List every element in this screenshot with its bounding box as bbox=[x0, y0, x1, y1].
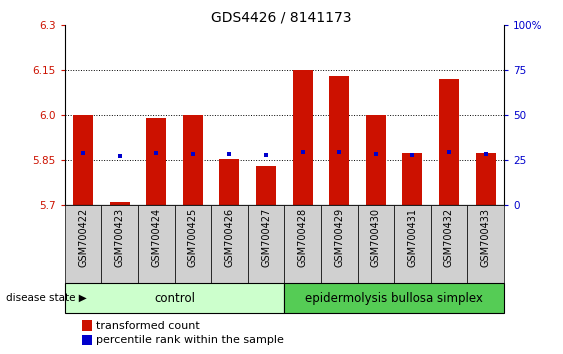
Text: GSM700427: GSM700427 bbox=[261, 208, 271, 267]
Bar bbox=[284, 205, 321, 283]
Text: GSM700426: GSM700426 bbox=[225, 208, 234, 267]
Bar bbox=[394, 205, 431, 283]
Bar bbox=[321, 205, 358, 283]
Text: GSM700429: GSM700429 bbox=[334, 208, 344, 267]
Bar bbox=[138, 205, 175, 283]
Bar bbox=[211, 205, 248, 283]
Text: transformed count: transformed count bbox=[96, 321, 199, 331]
Bar bbox=[110, 202, 129, 205]
Bar bbox=[248, 205, 284, 283]
Bar bbox=[431, 205, 467, 283]
Bar bbox=[65, 283, 284, 313]
Bar bbox=[366, 115, 386, 205]
Text: epidermolysis bullosa simplex: epidermolysis bullosa simplex bbox=[305, 292, 483, 305]
Text: GSM700430: GSM700430 bbox=[371, 208, 381, 267]
Text: control: control bbox=[154, 292, 195, 305]
Text: GDS4426 / 8141173: GDS4426 / 8141173 bbox=[211, 11, 352, 25]
Text: GSM700422: GSM700422 bbox=[78, 208, 88, 267]
Bar bbox=[101, 205, 138, 283]
Bar bbox=[65, 205, 101, 283]
Bar bbox=[146, 118, 166, 205]
Bar bbox=[175, 205, 211, 283]
Text: GSM700431: GSM700431 bbox=[408, 208, 417, 267]
Bar bbox=[284, 283, 504, 313]
Bar bbox=[293, 70, 312, 205]
Bar bbox=[476, 153, 495, 205]
Text: GSM700424: GSM700424 bbox=[151, 208, 161, 267]
Text: GSM700428: GSM700428 bbox=[298, 208, 307, 267]
Bar bbox=[329, 76, 349, 205]
Text: GSM700432: GSM700432 bbox=[444, 208, 454, 267]
Bar bbox=[403, 153, 422, 205]
Text: GSM700425: GSM700425 bbox=[188, 208, 198, 267]
Bar bbox=[256, 166, 276, 205]
Text: GSM700423: GSM700423 bbox=[115, 208, 124, 267]
Bar bbox=[439, 79, 459, 205]
Text: percentile rank within the sample: percentile rank within the sample bbox=[96, 335, 284, 345]
Bar bbox=[73, 115, 93, 205]
Bar bbox=[358, 205, 394, 283]
Text: disease state ▶: disease state ▶ bbox=[6, 293, 86, 303]
Text: GSM700433: GSM700433 bbox=[481, 208, 490, 267]
Bar bbox=[467, 205, 504, 283]
Bar bbox=[183, 115, 203, 205]
Bar bbox=[220, 159, 239, 205]
